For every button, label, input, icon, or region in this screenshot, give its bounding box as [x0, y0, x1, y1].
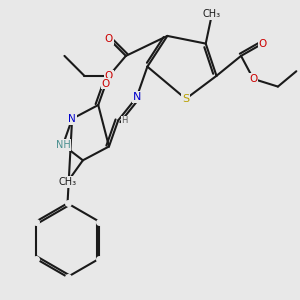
Text: O: O — [249, 74, 257, 84]
Text: O: O — [102, 79, 110, 88]
Text: CH₃: CH₃ — [58, 177, 76, 187]
Text: O: O — [105, 71, 113, 81]
Text: S: S — [182, 94, 189, 104]
Text: CH₃: CH₃ — [203, 9, 221, 20]
Text: O: O — [258, 39, 267, 49]
Text: H: H — [121, 116, 127, 125]
Text: O: O — [105, 34, 113, 44]
Text: N: N — [132, 92, 141, 102]
Text: NH: NH — [56, 140, 70, 150]
Text: N: N — [68, 114, 76, 124]
